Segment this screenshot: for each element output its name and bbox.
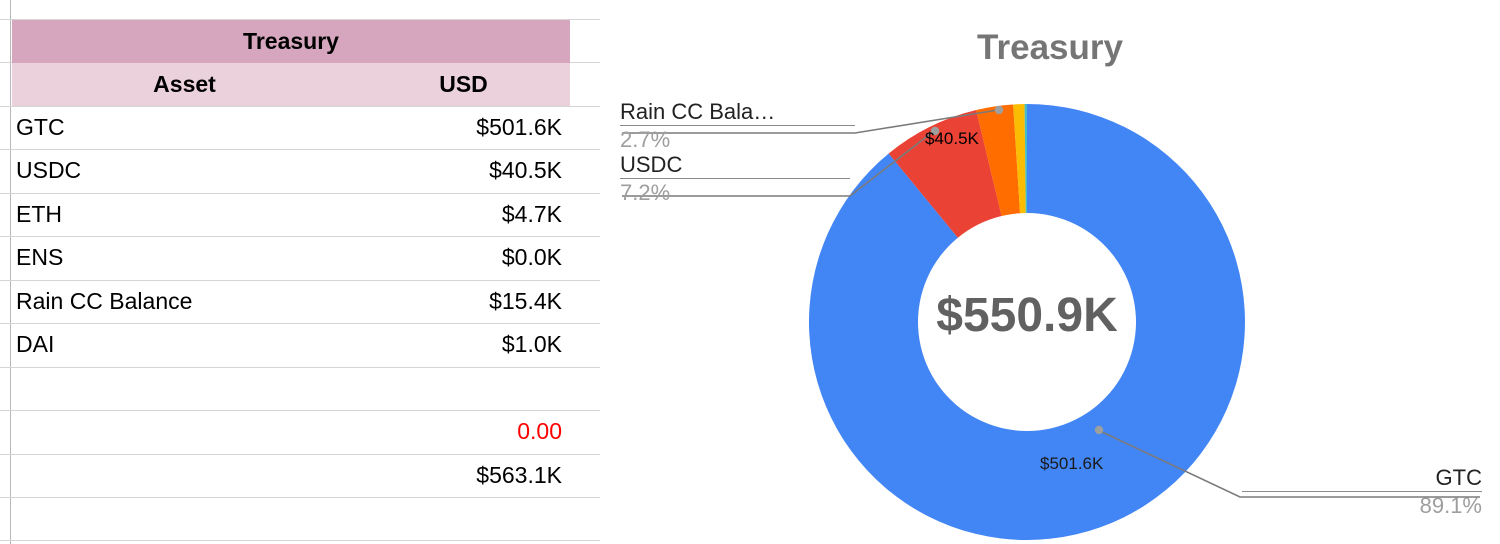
callout-label: USDC — [620, 152, 683, 177]
leader-lines — [622, 109, 1480, 498]
callout-gtc[interactable]: GTC 89.1% — [1242, 464, 1482, 519]
sheet-grid-row-line — [0, 280, 600, 281]
row-asset-name: USDC — [16, 157, 82, 183]
row-usd-value: $1.0K — [501, 331, 562, 357]
sheet-grid-row-line — [0, 236, 600, 237]
sheet-grid-row-line — [0, 193, 600, 194]
table-row[interactable]: GTC $501.6K — [12, 106, 570, 149]
slice-gtc[interactable] — [808, 104, 1245, 540]
callout-underline — [620, 178, 850, 179]
slice-value-label-usdc: $40.5K — [925, 129, 979, 148]
slice-rain-cc-balance[interactable] — [976, 104, 1021, 217]
table-row-delta[interactable]: 0.00 — [12, 410, 570, 453]
table-row[interactable]: USDC $40.5K — [12, 149, 570, 192]
row-asset-name: Rain CC Balance — [16, 288, 193, 314]
leader-dots — [930, 105, 1104, 435]
row-asset-name: ENS — [16, 244, 64, 270]
column-header-asset[interactable]: Asset — [153, 71, 216, 97]
table-header-row[interactable]: Asset USD — [12, 63, 570, 106]
sheet-grid-row-line — [0, 149, 600, 150]
treasury-title-cell[interactable]: Treasury — [12, 20, 570, 63]
callout-percent: 7.2% — [620, 180, 671, 205]
table-row-blank[interactable] — [12, 367, 570, 410]
callout-label: Rain CC Bala… — [620, 99, 776, 124]
column-header-usd[interactable]: USD — [439, 71, 488, 97]
sheet-grid-row-line — [0, 497, 600, 498]
callout-rain-cc-balance[interactable]: Rain CC Bala… 2.7% — [620, 98, 855, 153]
donut-svg — [622, 103, 1480, 540]
table-row[interactable]: Rain CC Balance $15.4K — [12, 280, 570, 323]
sheet-grid-row-line — [0, 540, 600, 541]
table-row[interactable]: ENS $0.0K — [12, 236, 570, 279]
slice-usdc[interactable] — [888, 110, 1002, 238]
row-usd-value: $0.0K — [501, 244, 562, 270]
callout-percent: 2.7% — [620, 127, 671, 152]
row-usd-value: $4.7K — [501, 201, 562, 227]
sheet-grid-row-line — [0, 367, 600, 368]
treasury-title-text: Treasury — [243, 28, 339, 54]
row-usd-value: $501.6K — [476, 114, 562, 140]
sheet-grid-row-line — [0, 410, 600, 411]
row-usd-value: $40.5K — [489, 157, 562, 183]
donut-center-total: $550.9K — [936, 289, 1118, 342]
row-usd-value: $15.4K — [489, 288, 562, 314]
callout-percent: 89.1% — [1419, 493, 1482, 518]
slice-eth[interactable] — [1013, 104, 1026, 214]
table-row[interactable]: ETH $4.7K — [12, 193, 570, 236]
table-row[interactable]: DAI $1.0K — [12, 323, 570, 366]
callout-usdc[interactable]: USDC 7.2% — [620, 151, 850, 206]
slice-value-label-gtc: $501.6K — [1040, 454, 1104, 473]
sheet-grid-row-line — [0, 323, 600, 324]
slice-dai[interactable] — [1024, 103, 1027, 214]
callout-underline — [620, 125, 855, 126]
chart-title: Treasury — [977, 28, 1123, 67]
row-asset-name: ETH — [16, 201, 62, 227]
spreadsheet-pane[interactable]: Treasury Asset USD GTC $501.6K USDC $40.… — [0, 0, 600, 544]
row-total-value: $563.1K — [476, 462, 562, 488]
row-delta-value: 0.00 — [517, 418, 562, 444]
sheet-grid-row-line — [0, 106, 600, 107]
treasury-donut-chart[interactable]: Treasury $550.9K $40.5K $501.6K R — [600, 0, 1500, 544]
row-asset-name: DAI — [16, 331, 55, 357]
row-header-gutter[interactable] — [0, 0, 11, 544]
table-row-total[interactable]: $563.1K — [12, 454, 570, 497]
row-asset-name: GTC — [16, 114, 65, 140]
sheet-grid-row-line — [0, 454, 600, 455]
sheet-grid-row-line — [0, 19, 600, 20]
callout-label: GTC — [1435, 465, 1482, 490]
callout-underline — [1242, 491, 1482, 492]
